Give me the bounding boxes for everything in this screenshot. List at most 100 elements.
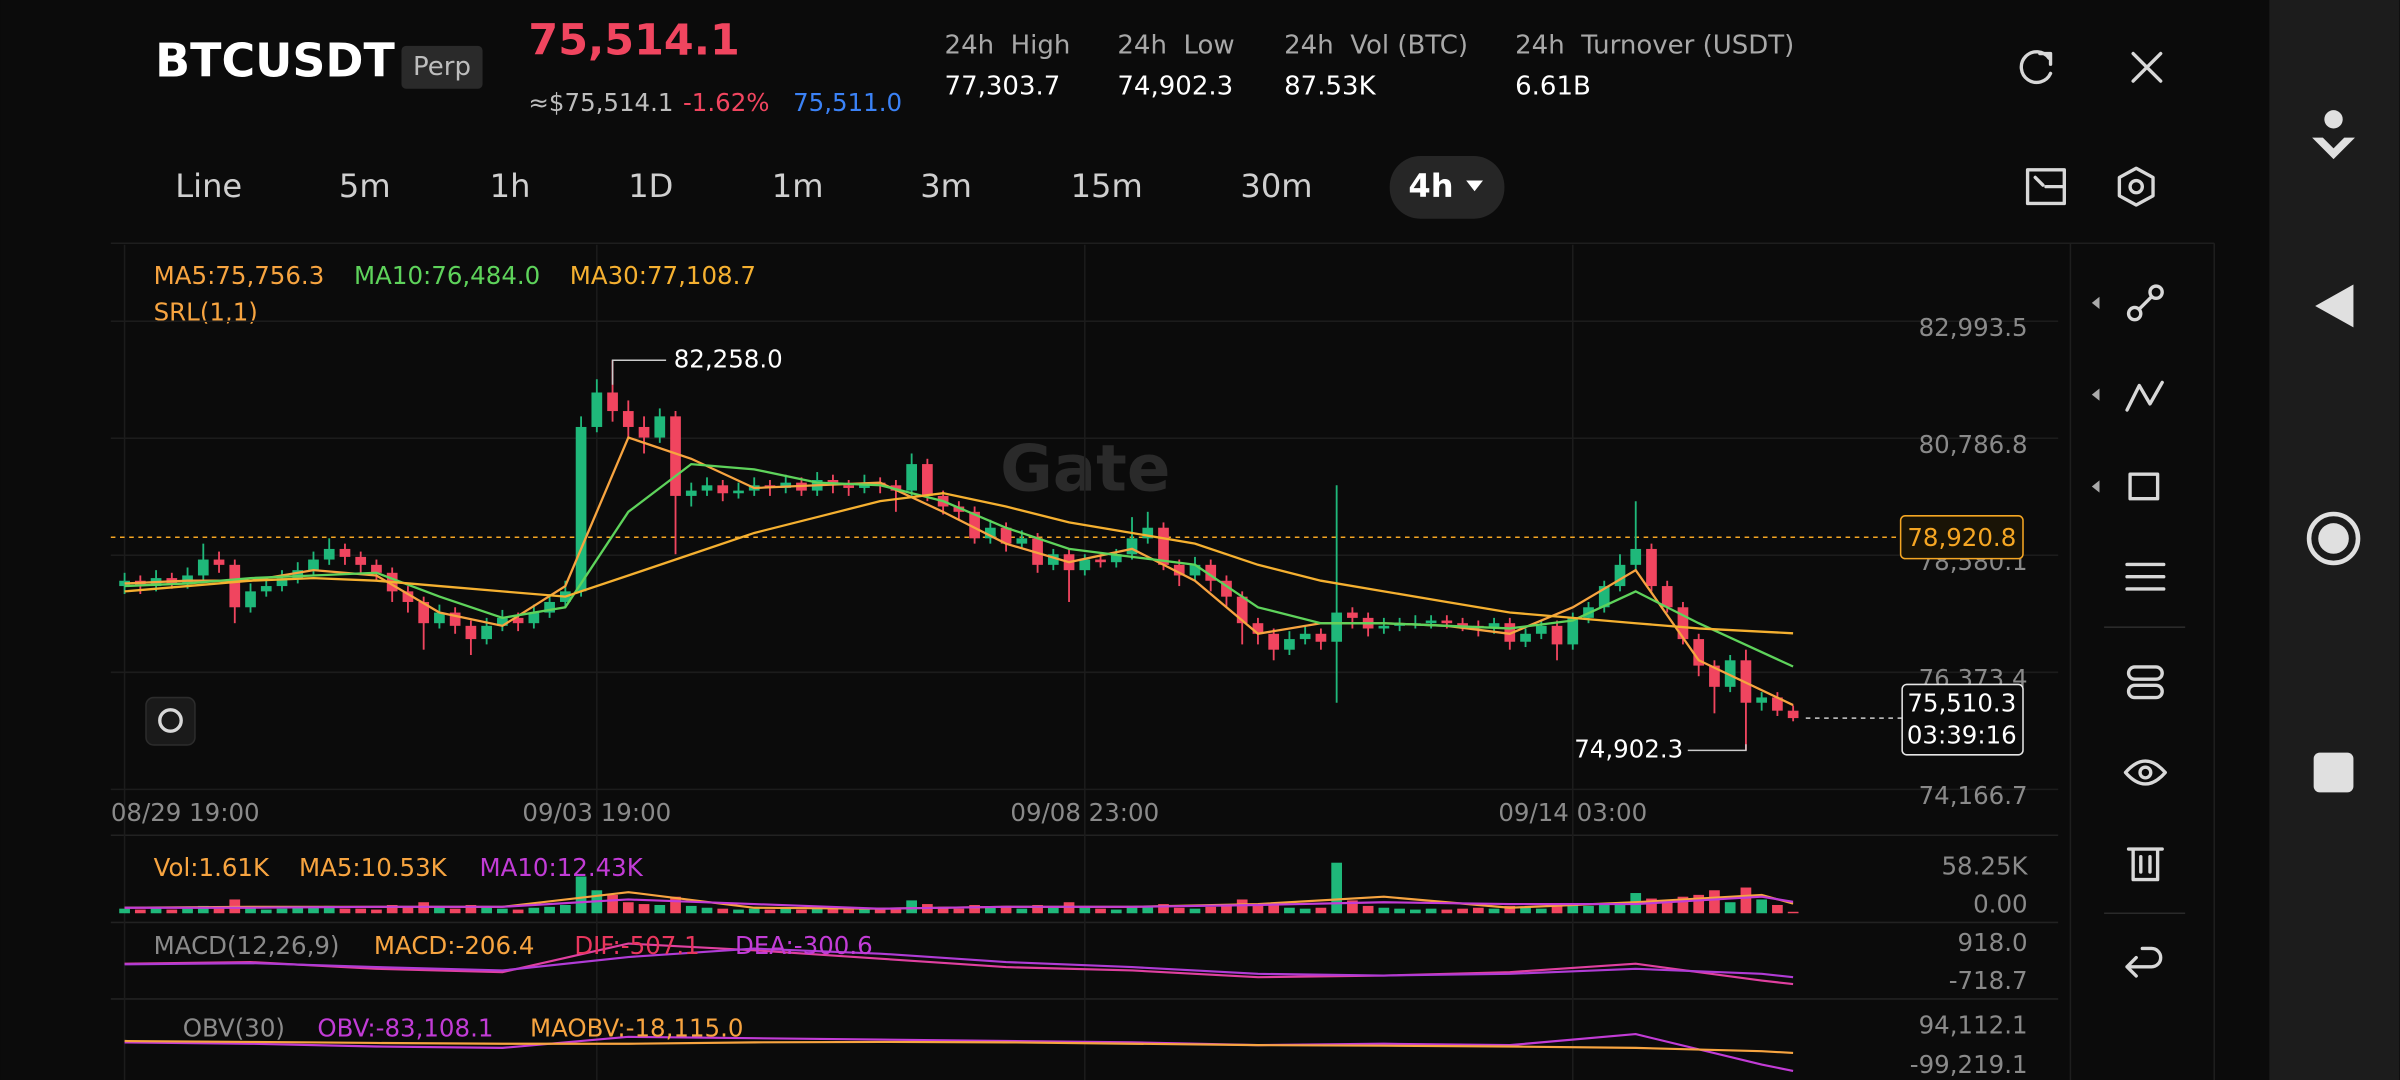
candle-body (276, 578, 288, 587)
volume-bar (780, 908, 792, 914)
stat-value: 6.61B (1515, 72, 1591, 102)
timeframe-tab[interactable]: 1m (772, 167, 824, 205)
candle-body (355, 556, 367, 565)
volume-bar (497, 908, 508, 914)
volume-bar (1425, 908, 1437, 914)
tool-icon (2123, 759, 2167, 786)
candle-body (1315, 633, 1327, 642)
candle-body (260, 586, 272, 592)
stat-label: 24h Turnover (USDT) (1515, 30, 1794, 60)
candle-body (969, 511, 980, 539)
timeframe-tab[interactable]: 1h (490, 167, 531, 205)
candle-body (292, 570, 304, 579)
volume-bar (465, 904, 477, 914)
annotation-leader (611, 359, 667, 385)
panel-legend: MACD(12,26,9) (154, 931, 340, 960)
volume-bar (1189, 908, 1201, 914)
candle-body (308, 559, 319, 571)
tool-icon (2137, 295, 2154, 311)
volume-bar (1504, 905, 1516, 914)
candle-body (1614, 564, 1626, 587)
volume-bar (1032, 904, 1043, 914)
timeframe-tab[interactable]: 5m (339, 167, 391, 205)
volume-bar (1236, 899, 1248, 914)
system-nav (2306, 110, 2361, 793)
timeframe-tab[interactable]: 15m (1071, 167, 1143, 205)
candle-body (1598, 586, 1610, 608)
price-line-badge (1899, 515, 2024, 560)
settings-button[interactable] (2117, 166, 2155, 207)
back-button[interactable] (2315, 284, 2354, 328)
candle-body (717, 485, 729, 494)
volume-bar (402, 906, 414, 914)
x-tick-label: 09/14 03:00 (1498, 798, 1647, 827)
fib-tool[interactable] (2125, 380, 2164, 412)
refresh-button[interactable] (2019, 50, 2053, 85)
candle-body (245, 591, 256, 608)
volume-bar (150, 907, 162, 914)
volume-bar (906, 900, 917, 914)
candle-body (481, 625, 492, 640)
perp-badge (401, 45, 483, 89)
candle-body (591, 392, 603, 427)
candle-body (984, 527, 996, 539)
candle-body (1142, 527, 1154, 539)
contract: Perp (413, 52, 471, 82)
indicator-line (124, 462, 1794, 668)
panel-legend: DIF:-507.1 (574, 931, 699, 960)
candle-body (371, 564, 382, 573)
tool-icon (2126, 305, 2143, 322)
candle-body (874, 482, 886, 486)
candle-body (890, 485, 902, 491)
delete-tool[interactable] (2126, 847, 2164, 882)
recents-button[interactable] (2313, 752, 2354, 793)
candle-body (1535, 625, 1547, 634)
timeframe-tab[interactable]: Line (175, 167, 242, 205)
candle-body (339, 548, 351, 557)
stat-label: 24h High (945, 30, 1071, 60)
panel-y-tick-label: 0.00 (1973, 890, 2027, 919)
indicator-line (124, 1039, 1794, 1054)
assistant-button[interactable] (2312, 110, 2355, 160)
candle-body (1756, 697, 1768, 703)
volume-bar (1158, 904, 1169, 914)
candle-body (607, 392, 618, 412)
undo-tool[interactable] (2125, 946, 2163, 978)
volume-bar (1520, 907, 1531, 914)
panel-legend: MA5:10.53K (299, 853, 448, 882)
candle-body (638, 426, 650, 438)
panel-legend: OBV(30) (183, 1014, 285, 1043)
candle-body (1677, 607, 1689, 640)
volume-bar (166, 909, 178, 914)
timeframe-tab[interactable]: 1D (628, 167, 673, 205)
candle-body (1693, 639, 1705, 666)
volume-bar (843, 909, 855, 914)
indicator-settings-tool[interactable] (2125, 562, 2166, 591)
y-tick-label: 82,993.5 (1919, 313, 2028, 342)
volume-bar (670, 896, 681, 914)
close-button[interactable] (2131, 51, 2163, 83)
visibility-tool[interactable] (2123, 759, 2167, 786)
home-button[interactable] (2306, 511, 2361, 566)
ma-legend: MA30:77,108.7 (570, 261, 756, 290)
trend-line-tool[interactable] (2126, 284, 2164, 322)
candle-body (1425, 620, 1437, 624)
timeframe-tab[interactable]: 4h (1408, 167, 1453, 205)
panel-legend: MA10:12.43K (479, 853, 643, 882)
chart-logo-button[interactable] (145, 696, 196, 746)
candle-body (843, 485, 855, 488)
tool-icon (2128, 472, 2160, 501)
stat-value: 87.53K (1284, 72, 1376, 102)
candle-body (1205, 564, 1217, 581)
volume-bar (1394, 908, 1405, 914)
candle-body (1661, 586, 1673, 608)
volume-bar (984, 907, 996, 914)
shape-tool[interactable] (2128, 472, 2160, 501)
layout-button[interactable] (2025, 168, 2066, 206)
timeframe-tab[interactable]: 30m (1240, 167, 1312, 205)
x-tick-label: 09/03 19:00 (522, 798, 671, 827)
settings-icon-center (2128, 178, 2145, 195)
timeframe-tab[interactable]: 3m (920, 167, 972, 205)
layers-tool[interactable] (2126, 665, 2164, 700)
dropdown-caret (1466, 180, 1484, 192)
